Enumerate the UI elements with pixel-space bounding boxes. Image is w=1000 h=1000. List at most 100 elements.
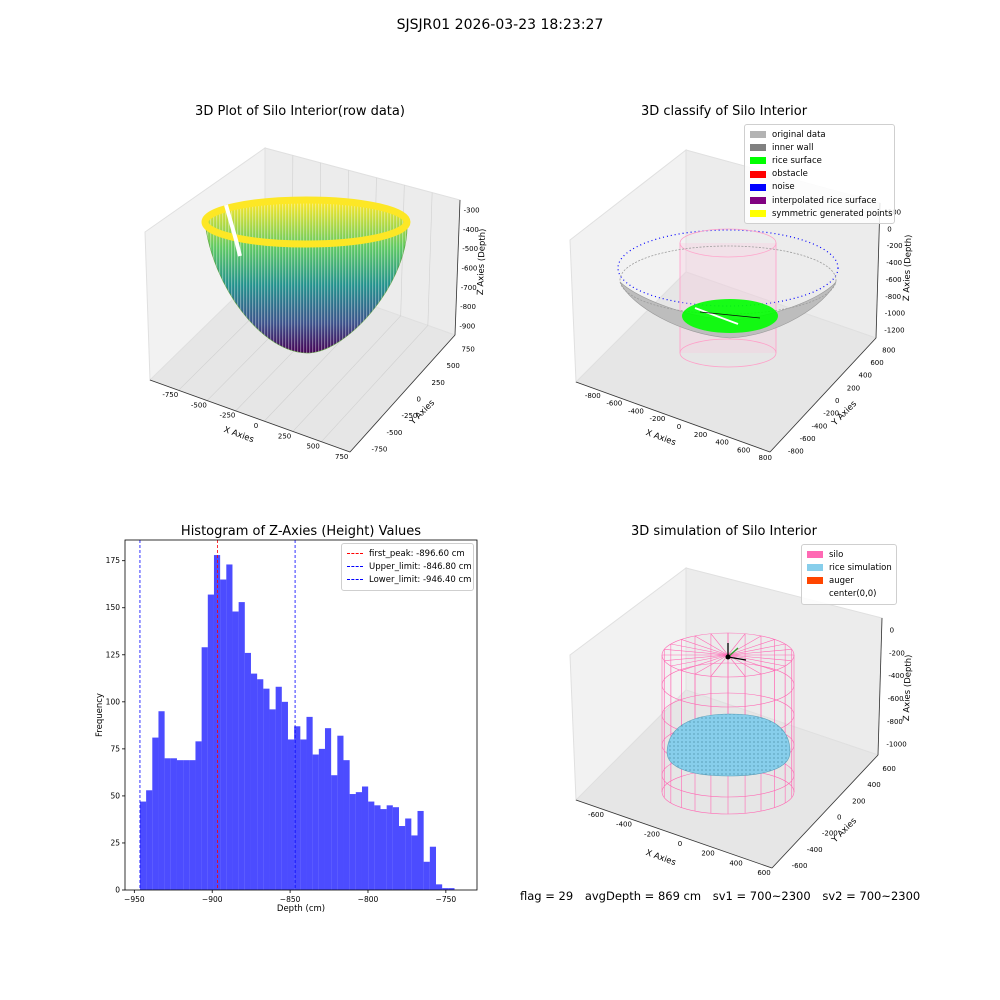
histogram-bar — [232, 611, 239, 890]
histogram-bar — [442, 888, 449, 890]
raw-z-tick-label: -800 — [460, 303, 476, 311]
classify-x-tick-label: -800 — [585, 392, 601, 400]
simulation-legend-item: silo — [807, 548, 891, 561]
classify-legend-item: original data — [750, 128, 889, 141]
classify-x-axis-label: X Axies — [644, 428, 677, 448]
histogram-x-tick-label: −750 — [436, 895, 457, 904]
legend-label: noise — [772, 182, 795, 193]
histogram-bar — [195, 741, 202, 890]
legend-swatch-icon — [750, 157, 766, 165]
histogram-bar — [374, 805, 381, 890]
avg-depth-text: avgDepth = 869 cm — [584, 889, 702, 903]
figure-title: SJSJR01 2026-03-23 18:23:27 — [396, 17, 604, 33]
histogram-bar — [405, 818, 412, 890]
histogram-bar — [244, 652, 251, 890]
classify-y-tick-label: 400 — [859, 372, 872, 380]
raw-y-tick-label: 250 — [432, 379, 445, 387]
histogram-title: Histogram of Z-Axies (Height) Values — [180, 524, 422, 539]
simulation-z-axis-label: Z Axies (Depth) — [902, 654, 914, 721]
classify-x-tick-label: 0 — [677, 423, 681, 431]
histogram-bar — [269, 709, 276, 890]
raw-y-tick-label: 0 — [417, 396, 421, 404]
legend-swatch-icon — [807, 564, 823, 572]
classify-y-tick-label: -200 — [823, 410, 839, 418]
classify-legend: original data inner wall rice surface obsta… — [744, 124, 895, 225]
simulation-y-tick-label: 200 — [852, 797, 865, 805]
histogram-bar — [398, 826, 406, 890]
raw-x-tick-label: 0 — [254, 422, 258, 430]
histogram-bar — [220, 579, 227, 890]
simulation-y-tick-label: -600 — [792, 862, 808, 870]
classify-z-tick-label: -1000 — [885, 310, 905, 318]
simulation-center-marker — [725, 654, 731, 660]
simulation-x-tick-label: 400 — [729, 859, 742, 867]
legend-swatch-icon — [750, 144, 766, 152]
simulation-x-tick-label: -400 — [616, 821, 632, 829]
classify-y-tick-label: -600 — [800, 435, 816, 443]
histogram-bar — [158, 711, 165, 890]
histogram-y-tick-label: 75 — [110, 744, 120, 753]
simulation-z-tick-label: 0 — [890, 626, 894, 634]
raw-x-tick-label: -750 — [162, 391, 178, 399]
classify-y-tick-label: -400 — [811, 422, 827, 430]
histogram-bar — [213, 555, 221, 890]
histogram-bar — [176, 760, 184, 890]
legend-line-icon — [347, 566, 363, 568]
classify-legend-item: interpolated rice surface — [750, 194, 889, 207]
legend-label: silo — [829, 549, 844, 560]
legend-swatch-icon — [750, 210, 766, 218]
simulation-y-tick-label: 400 — [867, 781, 880, 789]
histogram-bar — [146, 790, 153, 890]
histogram-bar — [300, 739, 307, 890]
raw-z-tick-label: -700 — [461, 284, 477, 292]
classify-y-tick-label: 200 — [847, 384, 860, 392]
simulation-z-tick-label: -800 — [887, 718, 903, 726]
simulation-z-tick-label: -200 — [889, 649, 905, 657]
legend-line-icon — [347, 553, 363, 555]
status-footer: flag = 29 avgDepth = 869 cm sv1 = 700~23… — [520, 889, 928, 903]
classify-z-tick-label: -200 — [887, 242, 903, 250]
simulation-plot-title: 3D simulation of Silo Interior — [631, 524, 817, 539]
simulation-y-tick-label: 0 — [837, 814, 841, 822]
histogram-bar — [380, 809, 387, 890]
classify-x-tick-label: 200 — [694, 431, 707, 439]
histogram-bar — [275, 686, 282, 890]
legend-label: rice surface — [772, 155, 822, 166]
raw-x-axis-label: X Axies — [222, 425, 255, 445]
classify-x-tick-label: 400 — [715, 439, 728, 447]
classify-y-tick-label: -800 — [788, 448, 804, 456]
histogram-bar — [139, 801, 147, 890]
simulation-x-tick-label: 0 — [678, 840, 682, 848]
simulation-3d-plot: -600-400-20002004006006004002000-200-400… — [569, 567, 914, 877]
classify-y-tick-label: 0 — [835, 397, 839, 405]
simulation-z-tick-label: -600 — [888, 695, 904, 703]
raw-z-tick-label: -900 — [459, 322, 475, 330]
classify-z-tick-label: -800 — [885, 293, 901, 301]
histogram-bar — [152, 737, 159, 890]
simulation-x-tick-label: 200 — [701, 850, 714, 858]
histogram-bar — [361, 786, 369, 890]
raw-plot-title: 3D Plot of Silo Interior(row data) — [195, 104, 405, 119]
histogram-bar — [386, 805, 393, 890]
histogram-y-tick-label: 125 — [106, 650, 121, 659]
histogram-legend-item: Upper_limit: -846.80 cm — [347, 560, 472, 573]
classify-legend-item: symmetric generated points — [750, 207, 893, 220]
simulation-y-tick-label: -200 — [822, 830, 838, 838]
histogram-bar — [189, 760, 196, 890]
legend-label: original data — [772, 129, 826, 140]
simulation-x-axis-label: X Axies — [644, 848, 677, 868]
legend-label: obstacle — [772, 169, 808, 180]
classify-z-tick-label: -600 — [886, 276, 902, 284]
histogram-bar — [349, 794, 356, 890]
raw-bowl-rim — [201, 196, 411, 248]
sv2-text: sv2 = 700~2300 — [822, 889, 921, 903]
classify-x-tick-label: 600 — [737, 446, 750, 454]
simulation-auger-marker — [727, 656, 747, 661]
simulation-legend-item: rice simulation — [807, 561, 892, 574]
histogram-x-tick-label: −800 — [358, 895, 379, 904]
legend-label: auger — [829, 575, 854, 586]
raw-z-tick-label: -500 — [462, 245, 478, 253]
raw-x-tick-label: -500 — [191, 401, 207, 409]
histogram-x-tick-label: −850 — [280, 895, 301, 904]
raw-z-tick-label: -400 — [463, 226, 479, 234]
